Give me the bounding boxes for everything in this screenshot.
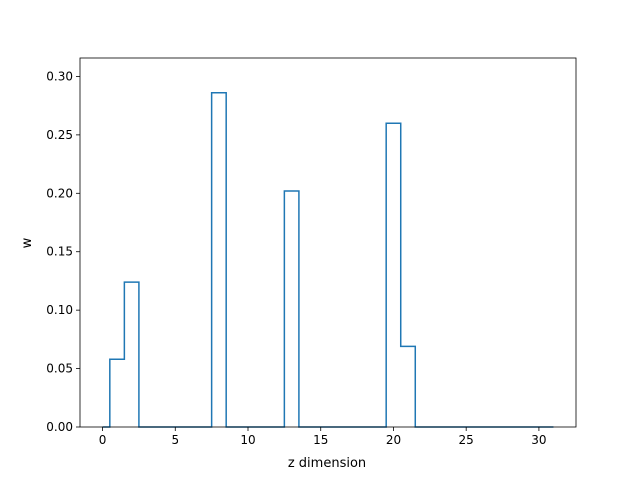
axes-frame: [79, 57, 577, 428]
x-axis-ticks: 0 5 10 15 20 25 30: [99, 427, 547, 447]
x-tick-label: 20: [386, 433, 401, 447]
y-tick-label: 0.20: [46, 186, 73, 200]
x-tick-label: 30: [531, 433, 546, 447]
y-tick-label: 0.10: [46, 303, 73, 317]
x-tick-label: 10: [240, 433, 255, 447]
x-axis-label: z dimension: [288, 456, 366, 471]
y-axis-ticks: 0.00 0.05 0.10 0.15 0.20 0.25 0.30: [46, 69, 80, 434]
y-tick-label: 0.25: [46, 128, 73, 142]
x-tick-label: 5: [171, 433, 179, 447]
x-tick-label: 0: [99, 433, 107, 447]
x-tick-label: 15: [313, 433, 328, 447]
y-tick-label: 0.00: [46, 420, 73, 434]
y-axis-label: w: [20, 237, 35, 248]
y-tick-label: 0.30: [46, 69, 73, 83]
y-tick-label: 0.15: [46, 245, 73, 259]
y-tick-label: 0.05: [46, 362, 73, 376]
x-tick-label: 25: [459, 433, 474, 447]
